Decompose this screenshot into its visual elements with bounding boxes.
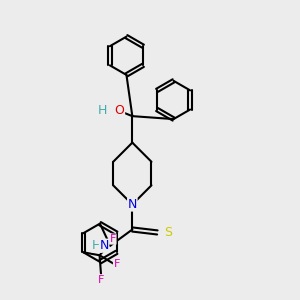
Text: H: H <box>92 239 101 252</box>
Text: F: F <box>113 259 120 269</box>
Text: S: S <box>164 226 172 239</box>
Text: O: O <box>115 104 124 117</box>
Text: N: N <box>128 198 137 211</box>
Text: F: F <box>110 234 116 244</box>
Text: H: H <box>97 104 107 117</box>
Text: F: F <box>98 275 104 285</box>
Text: N: N <box>99 239 109 252</box>
